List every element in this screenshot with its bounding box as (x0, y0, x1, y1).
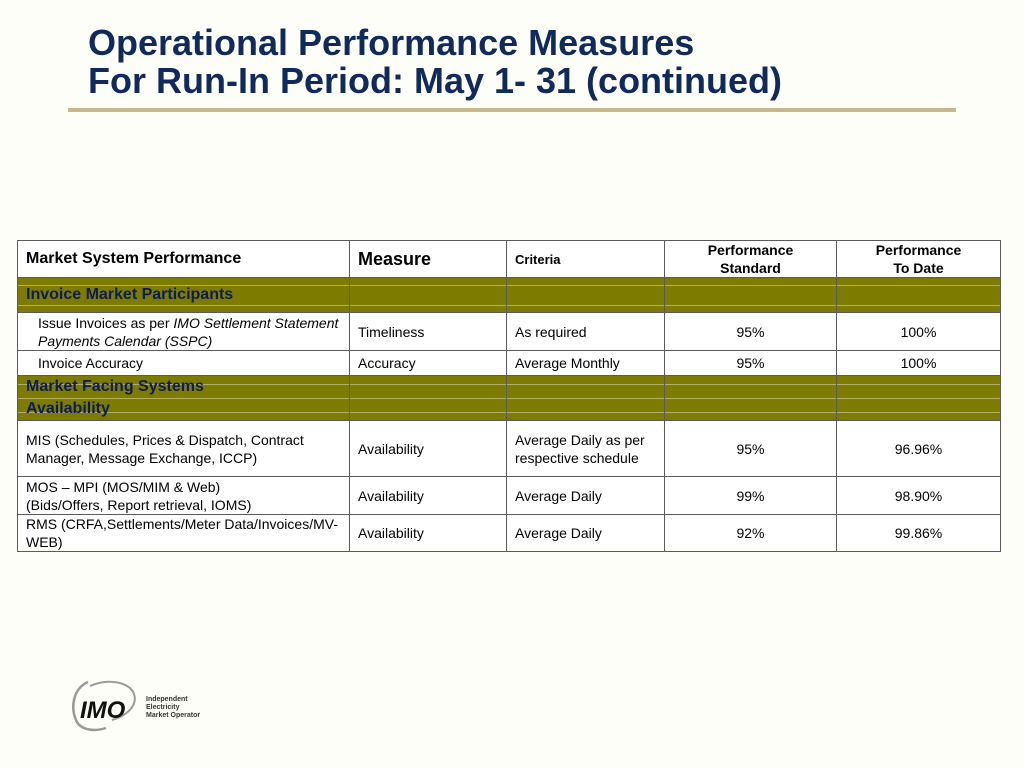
cell-criteria: Average Daily as per respective schedule (506, 420, 665, 477)
section-market-facing-label-cell: Market Facing Systems Availability (17, 375, 350, 421)
header-standard-line-1: Performance (707, 242, 794, 258)
header-measure: Measure (349, 240, 507, 278)
cell-criteria: Average Daily (506, 476, 665, 515)
cell-system: MIS (Schedules, Prices & Dispatch, Contr… (17, 420, 350, 477)
section-fill-cell (836, 277, 1001, 313)
cell-system-italic-text: IMO Settlement Statement Payments Calend… (38, 314, 339, 349)
cell-measure: Timeliness (349, 312, 507, 351)
header-standard: Performance Standard (664, 240, 837, 278)
logo-caption-line-2: Electricity (146, 704, 180, 711)
table-row: RMS (CRFA,Settlements/Meter Data/Invoice… (17, 514, 1001, 552)
imo-logo: IMO Independent Electricity Market Opera… (68, 676, 208, 736)
cell-system-line-2: (Bids/Offers, Report retrieval, IOMS) (26, 496, 252, 513)
imo-logo-mark: IMO (72, 680, 136, 732)
section-fill-cell (664, 277, 837, 313)
cell-system: RMS (CRFA,Settlements/Meter Data/Invoice… (17, 514, 350, 552)
cell-criteria: Average Monthly (506, 350, 665, 376)
page-title: Operational Performance Measures For Run… (88, 24, 782, 100)
header-system: Market System Performance (17, 240, 350, 278)
logo-caption-line-3: Market Operator (146, 712, 201, 719)
cell-measure: Availability (349, 476, 507, 515)
cell-criteria: Average Daily (506, 514, 665, 552)
logo-caption-line-1: Independent (146, 696, 188, 703)
cell-to-date: 100% (836, 350, 1001, 376)
cell-standard: 95% (664, 350, 837, 376)
section-fill-cell (836, 375, 1001, 421)
section-fill-cell (506, 277, 665, 313)
page-title-line-1: Operational Performance Measures (88, 22, 695, 63)
cell-measure: Accuracy (349, 350, 507, 376)
cell-system: Invoice Accuracy (17, 350, 350, 376)
cell-measure: Availability (349, 514, 507, 552)
header-to-date: Performance To Date (836, 240, 1001, 278)
section-market-facing-label-line-2: Availability (26, 400, 110, 417)
section-row-invoice: Invoice Market Participants (17, 277, 1001, 313)
imo-logo-caption: Independent Electricity Market Operator (146, 696, 200, 720)
cell-standard: 92% (664, 514, 837, 552)
performance-table: Market System Performance Measure Criter… (17, 240, 1001, 552)
title-divider (68, 108, 956, 112)
table-row: MIS (Schedules, Prices & Dispatch, Contr… (17, 420, 1001, 477)
cell-to-date: 96.96% (836, 420, 1001, 477)
cell-system: MOS – MPI (MOS/MIM & Web) (Bids/Offers, … (17, 476, 350, 515)
table-row: Invoice Accuracy Accuracy Average Monthl… (17, 350, 1001, 376)
cell-to-date: 100% (836, 312, 1001, 351)
cell-to-date: 98.90% (836, 476, 1001, 515)
cell-standard: 99% (664, 476, 837, 515)
cell-standard: 95% (664, 312, 837, 351)
section-fill-cell (664, 375, 837, 421)
cell-system: Issue Invoices as per IMO Settlement Sta… (17, 312, 350, 351)
table-row: Issue Invoices as per IMO Settlement Sta… (17, 312, 1001, 351)
cell-standard: 95% (664, 420, 837, 477)
header-criteria: Criteria (506, 240, 665, 278)
cell-to-date: 99.86% (836, 514, 1001, 552)
section-market-facing-label-line-1: Market Facing Systems (26, 378, 204, 395)
section-row-market-facing: Market Facing Systems Availability (17, 375, 1001, 421)
cell-system-line-1: MOS – MPI (MOS/MIM & Web) (26, 478, 221, 495)
imo-logo-wordmark: IMO (80, 697, 126, 724)
section-fill-cell (349, 277, 507, 313)
header-to-date-line-1: Performance (875, 242, 962, 258)
section-fill-cell (349, 375, 507, 421)
cell-system-text: Issue Invoices as per (38, 314, 174, 331)
section-invoice-label-cell: Invoice Market Participants (17, 277, 350, 313)
table-header-row: Market System Performance Measure Criter… (17, 240, 1001, 278)
cell-criteria: As required (506, 312, 665, 351)
table-row: MOS – MPI (MOS/MIM & Web) (Bids/Offers, … (17, 476, 1001, 515)
section-fill-cell (506, 375, 665, 421)
page-title-line-2: For Run-In Period: May 1- 31 (continued) (88, 60, 783, 101)
section-invoice-label: Invoice Market Participants (26, 286, 234, 303)
header-standard-line-2: Standard (720, 260, 781, 276)
header-to-date-line-2: To Date (893, 260, 944, 276)
cell-measure: Availability (349, 420, 507, 477)
